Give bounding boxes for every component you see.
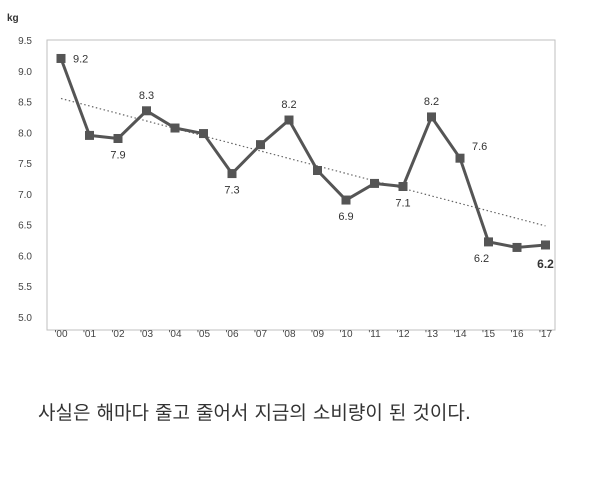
y-tick-label: 8.0 [18, 128, 32, 139]
x-tick-label: '02 [111, 329, 124, 340]
data-point-marker [227, 169, 237, 179]
x-tick-label: '12 [396, 329, 409, 340]
data-label: 6.2 [537, 257, 554, 271]
x-tick-label: '08 [282, 329, 295, 340]
data-point-marker [56, 53, 66, 63]
x-tick-label: '15 [482, 329, 495, 340]
x-tick-label: '04 [168, 329, 181, 340]
data-point-marker [313, 165, 322, 175]
x-tick-label: '03 [140, 329, 153, 340]
plot-frame [46, 39, 556, 331]
data-point-marker [398, 182, 408, 192]
y-tick-label: 7.0 [18, 190, 32, 201]
data-point-marker [341, 195, 351, 205]
trend-line [60, 97, 546, 227]
line-chart: kg 9.5 9.0 8.5 8.0 7.5 7.0 6.5 6.0 5.5 5.0 '00 '01… [7, 13, 556, 340]
x-tick-label: '17 [539, 329, 552, 340]
data-label: 6.2 [474, 253, 489, 265]
x-tick-label: '13 [425, 329, 438, 340]
data-point-marker [170, 123, 180, 133]
x-tick-labels: '00 '01 '02 '03 '04 '05 '06 '07 '08 '09 '10 '11 '12 '… [54, 329, 552, 340]
y-tick-label: 6.0 [18, 251, 32, 262]
data-markers [56, 53, 550, 252]
data-point-marker [256, 140, 265, 150]
data-labels: 9.2 7.9 8.3 7.3 8.2 6.9 7.1 8.2 7.6 6.2 6.2 [73, 53, 554, 271]
data-point-marker [370, 178, 379, 188]
data-point-marker [142, 106, 151, 116]
data-label: 7.1 [395, 198, 410, 210]
x-tick-label: '09 [311, 329, 324, 340]
x-tick-label: '06 [225, 329, 238, 340]
data-point-marker [427, 112, 436, 122]
x-tick-label: '11 [368, 329, 381, 340]
y-tick-label: 6.5 [18, 221, 32, 232]
data-point-marker [85, 130, 94, 140]
x-tick-label: '16 [510, 329, 523, 340]
caption-text: 사실은 해마다 줄고 줄어서 지금의 소비량이 된 것이다. [38, 402, 471, 424]
y-axis-unit-label: kg [7, 13, 19, 24]
data-point-marker [113, 133, 123, 143]
data-label: 9.2 [73, 53, 88, 65]
data-point-marker [284, 115, 294, 125]
x-tick-label: '07 [254, 329, 267, 340]
data-label: 7.9 [110, 149, 125, 161]
y-tick-label: 5.5 [18, 282, 32, 293]
x-tick-label: '05 [197, 329, 210, 340]
y-tick-label: 9.0 [18, 67, 32, 78]
data-label: 7.3 [224, 185, 239, 197]
data-point-marker [512, 242, 522, 252]
x-tick-label: '10 [339, 329, 352, 340]
data-label: 7.6 [472, 141, 487, 153]
y-tick-label: 9.5 [18, 36, 32, 47]
x-tick-label: '01 [83, 329, 96, 340]
y-tick-labels: 9.5 9.0 8.5 8.0 7.5 7.0 6.5 6.0 5.5 5.0 [18, 36, 32, 324]
data-point-marker [199, 129, 208, 139]
x-tick-label: '00 [54, 329, 67, 340]
y-tick-label: 8.5 [18, 98, 32, 109]
y-tick-label: 5.0 [18, 313, 32, 324]
data-label: 8.2 [281, 99, 296, 111]
data-point-marker [484, 237, 493, 247]
data-point-marker [541, 240, 550, 250]
data-point-marker [455, 153, 465, 163]
series-line [59, 57, 546, 249]
y-tick-label: 7.5 [18, 159, 32, 170]
data-label: 8.3 [139, 90, 154, 102]
data-label: 8.2 [424, 96, 439, 108]
data-label: 6.9 [338, 211, 353, 223]
x-tick-label: '14 [453, 329, 466, 340]
